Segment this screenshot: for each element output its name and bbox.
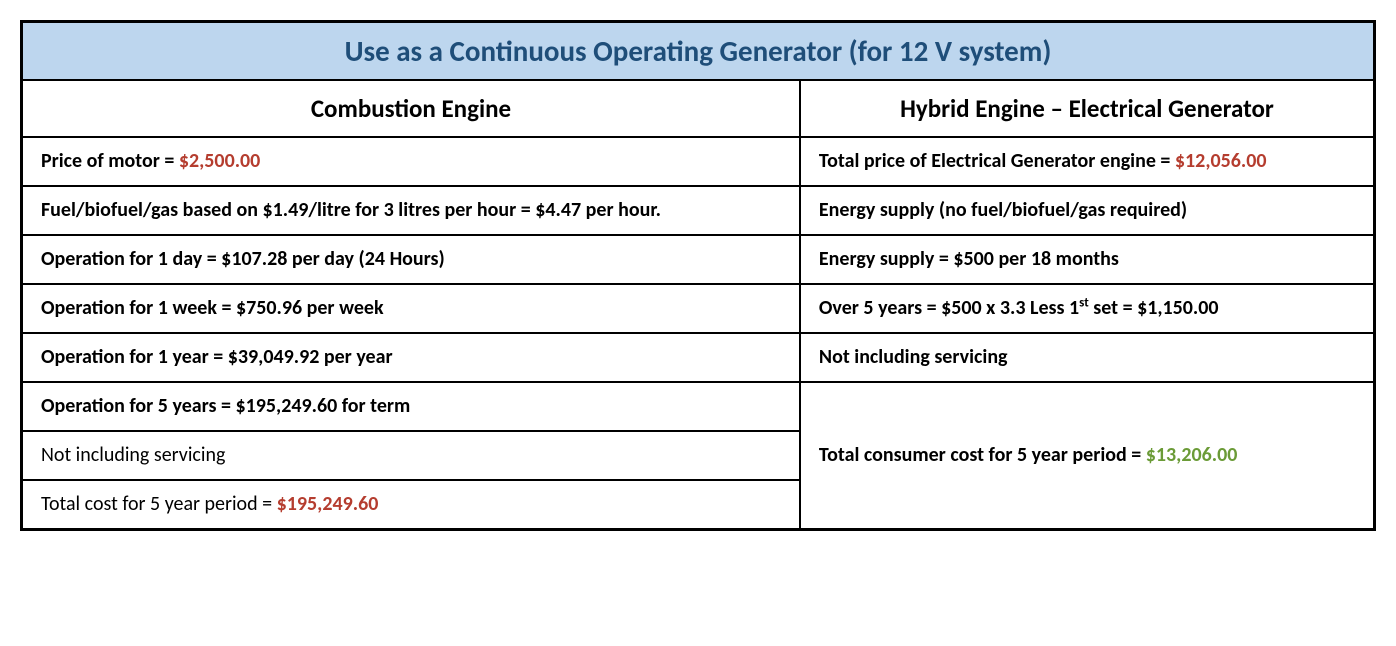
combustion-price-motor: Price of motor = $2,500.00	[22, 137, 800, 186]
hybrid-energy-supply-note: Energy supply (no fuel/biofuel/gas requi…	[800, 186, 1375, 235]
combustion-fuel-cost: Fuel/biofuel/gas based on $1.49/litre fo…	[22, 186, 800, 235]
hybrid-servicing-note: Not including servicing	[800, 333, 1375, 382]
col-header-combustion: Combustion Engine	[22, 80, 800, 137]
hybrid-energy-supply-cost: Energy supply = $500 per 18 months	[800, 235, 1375, 284]
label: Total price of Electrical Generator engi…	[819, 149, 1175, 173]
text-post: set = $1,150.00	[1089, 296, 1219, 320]
price-value: $13,206.00	[1146, 443, 1238, 467]
table-title: Use as a Continuous Operating Generator …	[22, 22, 1375, 81]
price-value: $2,500.00	[179, 149, 260, 173]
col-header-hybrid: Hybrid Engine – Electrical Generator	[800, 80, 1375, 137]
text-pre: Over 5 years = $500 x 3.3 Less 1	[819, 296, 1079, 320]
superscript-st: st	[1079, 295, 1089, 310]
combustion-op-week: Operation for 1 week = $750.96 per week	[22, 284, 800, 333]
combustion-total-5yr: Total cost for 5 year period = $195,249.…	[22, 480, 800, 530]
label: Total consumer cost for 5 year period =	[819, 443, 1146, 467]
hybrid-5yr-calc: Over 5 years = $500 x 3.3 Less 1st set =…	[800, 284, 1375, 333]
hybrid-price-engine: Total price of Electrical Generator engi…	[800, 137, 1375, 186]
label: Price of motor =	[41, 149, 179, 173]
price-value: $195,249.60	[277, 492, 379, 516]
label: Total cost for 5 year period =	[41, 492, 277, 516]
combustion-op-day: Operation for 1 day = $107.28 per day (2…	[22, 235, 800, 284]
combustion-servicing-note: Not including servicing	[22, 431, 800, 480]
price-value: $12,056.00	[1175, 149, 1267, 173]
hybrid-total-5yr: Total consumer cost for 5 year period = …	[800, 382, 1375, 530]
generator-comparison-table: Use as a Continuous Operating Generator …	[20, 20, 1376, 531]
combustion-op-5yr: Operation for 5 years = $195,249.60 for …	[22, 382, 800, 431]
combustion-op-year: Operation for 1 year = $39,049.92 per ye…	[22, 333, 800, 382]
